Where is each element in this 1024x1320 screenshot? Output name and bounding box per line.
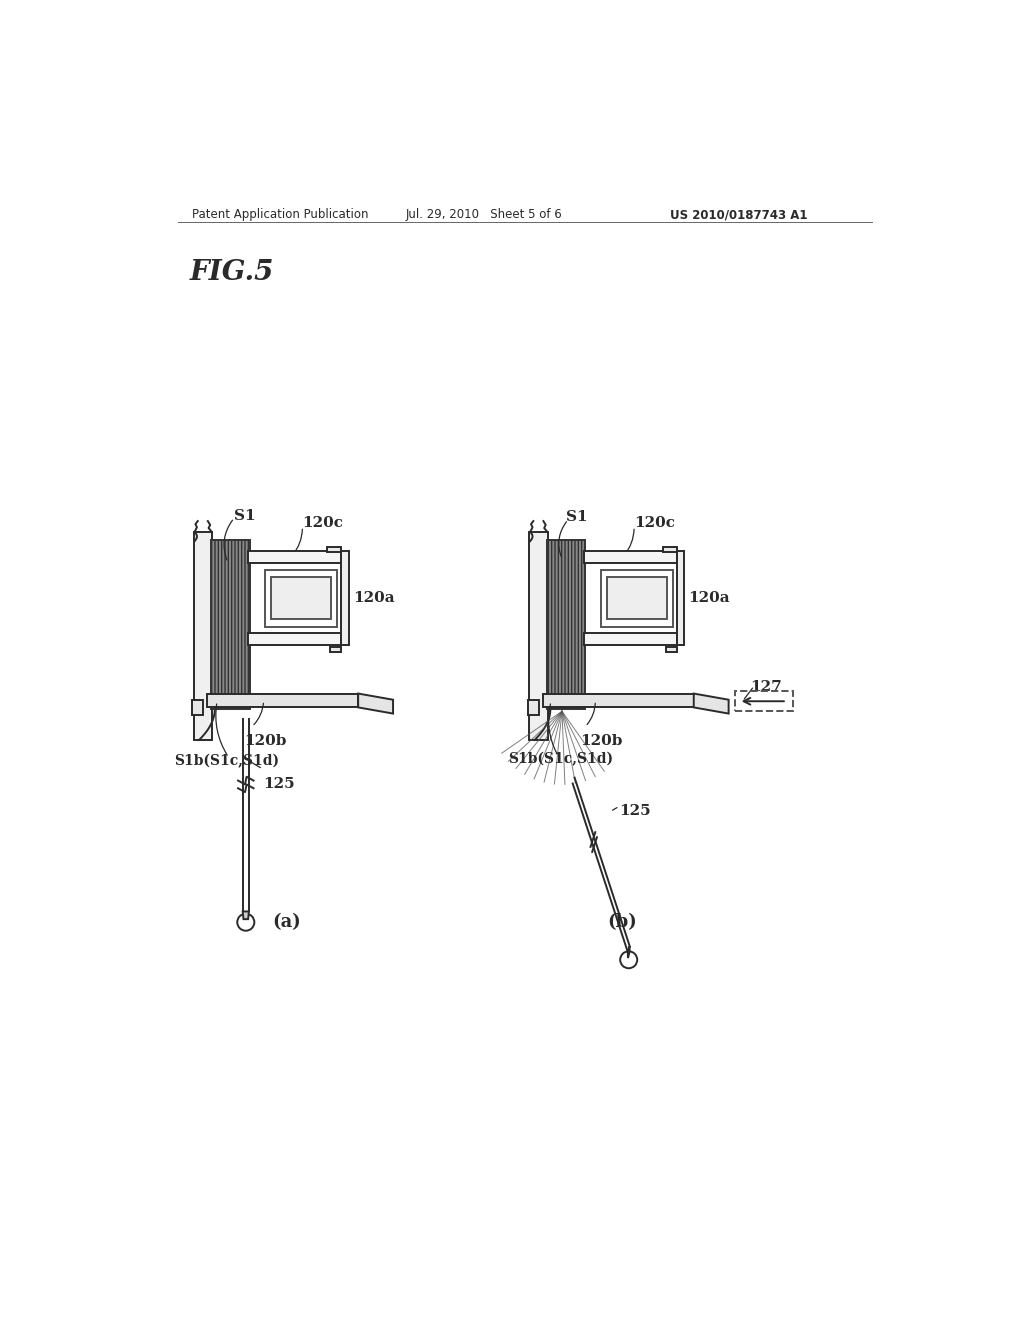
Bar <box>584 552 677 564</box>
Text: Jul. 29, 2010   Sheet 5 of 6: Jul. 29, 2010 Sheet 5 of 6 <box>406 209 562 222</box>
Bar <box>271 577 331 619</box>
Bar <box>529 532 548 739</box>
Polygon shape <box>628 946 630 958</box>
Text: 127: 127 <box>751 680 782 694</box>
Bar <box>248 552 341 564</box>
Text: 120a: 120a <box>688 591 730 605</box>
Bar <box>248 632 341 645</box>
Text: 120c: 120c <box>302 516 343 531</box>
Bar <box>211 540 250 709</box>
Text: Patent Application Publication: Patent Application Publication <box>191 209 368 222</box>
Bar <box>666 647 677 652</box>
Text: S1b(S1c,S1d): S1b(S1c,S1d) <box>174 754 280 768</box>
Bar <box>677 552 684 645</box>
Circle shape <box>238 913 254 931</box>
Bar <box>601 570 673 627</box>
Text: (a): (a) <box>272 913 301 931</box>
Bar <box>194 532 212 739</box>
Bar <box>735 692 793 711</box>
Bar <box>528 700 539 715</box>
Text: 120c: 120c <box>634 516 675 531</box>
Bar <box>547 540 586 709</box>
Text: 125: 125 <box>620 804 651 818</box>
Bar <box>663 548 677 552</box>
Text: S1: S1 <box>234 508 256 523</box>
Text: FIG.5: FIG.5 <box>190 259 274 285</box>
Text: US 2010/0187743 A1: US 2010/0187743 A1 <box>671 209 808 222</box>
Bar <box>341 552 349 645</box>
Text: 125: 125 <box>263 776 295 791</box>
Bar <box>584 632 677 645</box>
Polygon shape <box>243 911 249 919</box>
Text: 120a: 120a <box>352 591 394 605</box>
Bar <box>265 570 337 627</box>
Bar <box>607 577 667 619</box>
Text: S1b(S1c,S1d): S1b(S1c,S1d) <box>508 752 613 766</box>
Polygon shape <box>693 693 729 714</box>
Text: S1: S1 <box>566 511 588 524</box>
Circle shape <box>621 952 637 969</box>
Text: 120b: 120b <box>580 734 623 748</box>
Bar <box>328 548 341 552</box>
Text: 120b: 120b <box>245 734 287 748</box>
Text: (b): (b) <box>607 913 637 931</box>
Bar <box>331 647 341 652</box>
Bar <box>193 700 203 715</box>
Bar <box>543 693 693 708</box>
Bar <box>207 693 358 708</box>
Polygon shape <box>358 693 393 714</box>
